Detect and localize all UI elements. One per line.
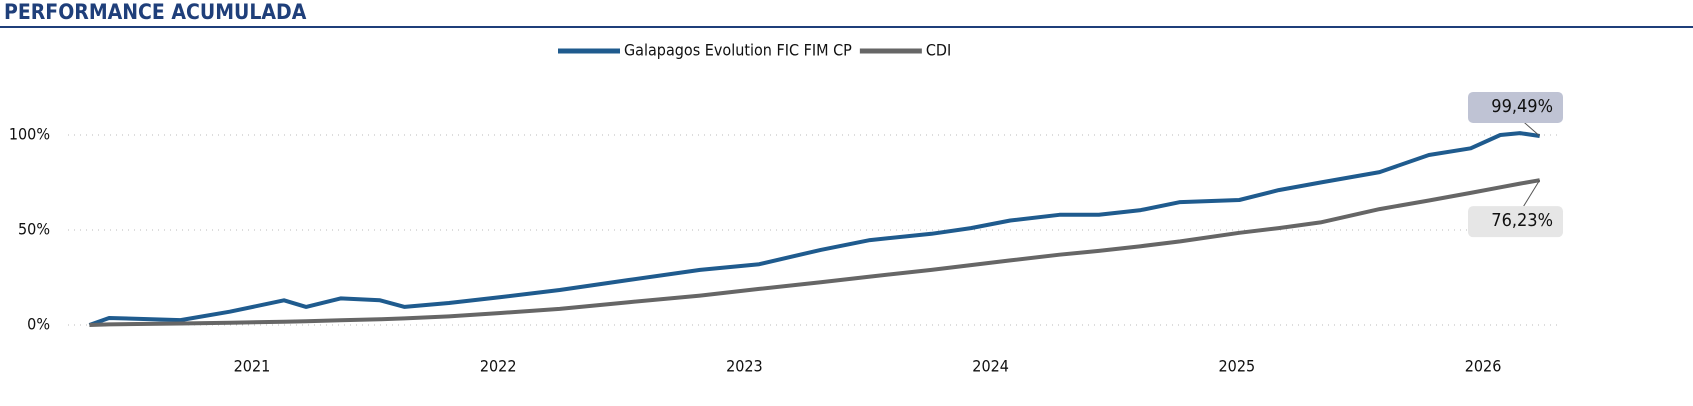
x-tick-label: 2025	[1219, 357, 1256, 376]
value-label: 76,23%	[1491, 210, 1553, 231]
x-tick-label: 2024	[972, 357, 1009, 376]
x-tick-label: 2023	[726, 357, 763, 376]
y-tick-label: 50%	[18, 220, 50, 239]
x-tick-label: 2022	[480, 357, 517, 376]
legend-label: CDI	[926, 41, 951, 60]
label-box	[1468, 91, 1563, 123]
legend-label: Galapagos Evolution FIC FIM CP	[624, 41, 852, 60]
label-connector	[1523, 121, 1540, 137]
y-tick-label: 100%	[9, 125, 50, 144]
value-label: 99,49%	[1491, 96, 1553, 117]
label-box	[1468, 206, 1563, 238]
label-connector	[1523, 179, 1541, 207]
y-tick-label: 0%	[27, 315, 50, 334]
chart-title: PERFORMANCE ACUMULADA	[4, 0, 307, 24]
series-line	[89, 178, 1541, 327]
x-tick-label: 2021	[234, 357, 271, 376]
series-line	[88, 131, 1540, 327]
x-tick-label: 2026	[1465, 357, 1502, 376]
